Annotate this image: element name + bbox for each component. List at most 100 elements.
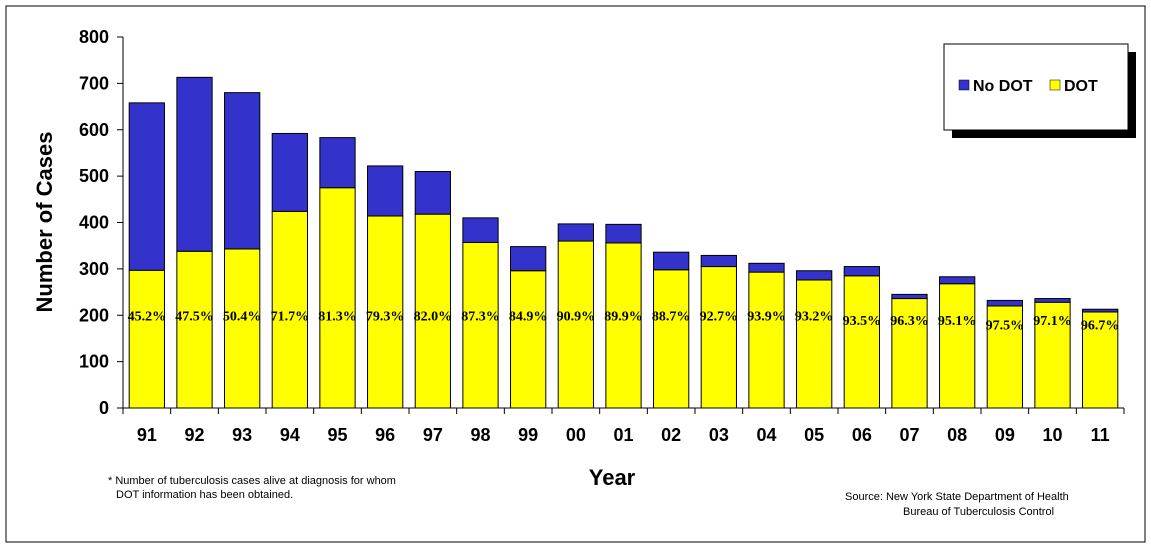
bars: [128, 76, 1119, 409]
bar-label-04: 93.9%: [747, 309, 786, 324]
bar-dot-93: [224, 248, 261, 409]
x-tick-label: 98: [470, 425, 490, 445]
bar-dot-91: [128, 269, 165, 409]
bar-label-05: 93.2%: [795, 309, 834, 324]
bar-dot-00: [557, 240, 594, 409]
footnote-line-2: DOT information has been obtained.: [116, 489, 293, 501]
y-tick-label: 200: [79, 305, 109, 325]
x-tick-label: 00: [566, 425, 586, 445]
bar-label-07: 96.3%: [890, 314, 929, 329]
bar-no-dot-04: [748, 262, 785, 273]
bar-label-96: 79.3%: [366, 309, 405, 324]
bar-label-97: 82.0%: [414, 309, 453, 324]
source-line-2: Bureau of Tuberculosis Control: [903, 506, 1054, 518]
x-tick-label: 10: [1042, 425, 1062, 445]
x-tick-label: 08: [947, 425, 967, 445]
bar-dot-01: [605, 242, 642, 409]
y-tick-label: 800: [79, 27, 109, 47]
x-axis-title: Year: [589, 465, 636, 490]
bar-no-dot-02: [653, 251, 690, 271]
legend-dot-label: DOT: [1064, 78, 1098, 95]
bar-label-11: 96.7%: [1081, 319, 1120, 334]
bar-dot-08: [939, 283, 976, 409]
bar-dot-06: [843, 275, 880, 409]
x-tick-label: 92: [184, 425, 204, 445]
x-tick-label: 09: [995, 425, 1015, 445]
bar-dot-98: [462, 241, 499, 409]
bar-no-dot-01: [605, 223, 642, 244]
bar-no-dot-94: [271, 132, 308, 212]
bar-label-93: 50.4%: [223, 309, 262, 324]
x-tick-label: 96: [375, 425, 395, 445]
bar-dot-99: [510, 270, 547, 409]
bar-no-dot-96: [367, 165, 404, 217]
bar-no-dot-95: [319, 137, 356, 189]
bar-no-dot-03: [700, 254, 737, 268]
y-axis-ticks: 0 100 200 300 400 500 600 700 800: [79, 27, 123, 418]
bar-no-dot-99: [510, 246, 547, 272]
y-tick-label: 700: [79, 73, 109, 93]
bar-dot-10: [1034, 301, 1071, 409]
y-tick-label: 600: [79, 120, 109, 140]
y-tick-label: 300: [79, 259, 109, 279]
legend-no-dot-swatch: [958, 79, 970, 91]
x-tick-label: 02: [661, 425, 681, 445]
bar-label-01: 89.9%: [604, 309, 643, 324]
x-tick-label: 03: [709, 425, 729, 445]
bar-label-00: 90.9%: [557, 309, 596, 324]
x-tick-label: 99: [518, 425, 538, 445]
bar-no-dot-92: [176, 76, 213, 252]
bar-no-dot-00: [557, 223, 594, 242]
bar-label-95: 81.3%: [318, 309, 357, 324]
x-tick-label: 94: [280, 425, 300, 445]
y-axis-title: Number of Cases: [32, 132, 57, 313]
bar-label-02: 88.7%: [652, 309, 691, 324]
bar-label-09: 97.5%: [986, 319, 1025, 334]
bar-dot-97: [414, 213, 451, 409]
legend: No DOT DOT: [943, 43, 1136, 138]
x-tick-label: 93: [232, 425, 252, 445]
bar-dot-94: [271, 210, 308, 409]
x-tick-label: 05: [804, 425, 824, 445]
outer-frame: [5, 5, 1146, 543]
y-tick-label: 400: [79, 213, 109, 233]
x-tick-label: 04: [756, 425, 776, 445]
bar-labels: 45.2% 47.5% 50.4% 71.7% 81.3% 79.3% 82.0% 87.3%…: [128, 309, 1120, 333]
bar-dot-05: [796, 279, 833, 409]
bar-label-99: 84.9%: [509, 309, 548, 324]
bar-no-dot-10: [1034, 298, 1071, 303]
bar-label-91: 45.2%: [128, 309, 167, 324]
bar-dot-11: [1082, 311, 1119, 409]
x-tick-label: 91: [137, 425, 157, 445]
bar-label-06: 93.5%: [843, 314, 882, 329]
legend-box: [943, 43, 1129, 131]
x-tick-label: 95: [327, 425, 347, 445]
bar-dot-09: [986, 305, 1023, 409]
bar-label-08: 95.1%: [938, 314, 977, 329]
bar-label-94: 71.7%: [271, 309, 310, 324]
bar-no-dot-11: [1082, 308, 1119, 313]
x-tick-label: 01: [613, 425, 633, 445]
bar-label-98: 87.3%: [461, 309, 500, 324]
bar-dot-92: [176, 250, 213, 409]
bar-no-dot-07: [891, 293, 928, 300]
bar-no-dot-08: [939, 276, 976, 285]
bar-label-92: 47.5%: [175, 309, 214, 324]
bar-label-03: 92.7%: [700, 309, 739, 324]
x-tick-label: 07: [899, 425, 919, 445]
source-line-1: Source: New York State Department of Hea…: [845, 491, 1069, 503]
legend-dot-swatch: [1049, 79, 1061, 91]
bar-dot-95: [319, 187, 356, 409]
bar-no-dot-05: [796, 270, 833, 281]
x-axis-ticks: 91 92 93 94 95 96 97 98 99 00 01 02 03 04 05 06 07 08 09 10…: [122, 408, 1125, 445]
bar-dot-03: [700, 266, 737, 409]
legend-no-dot-label: No DOT: [973, 78, 1033, 95]
bar-dot-96: [367, 215, 404, 409]
bar-no-dot-97: [414, 170, 451, 215]
bar-label-10: 97.1%: [1033, 314, 1072, 329]
footnote-line-1: * Number of tuberculosis cases alive at …: [108, 475, 396, 487]
bar-no-dot-06: [843, 266, 880, 277]
bar-no-dot-91: [128, 102, 165, 271]
y-tick-label: 0: [99, 398, 109, 418]
